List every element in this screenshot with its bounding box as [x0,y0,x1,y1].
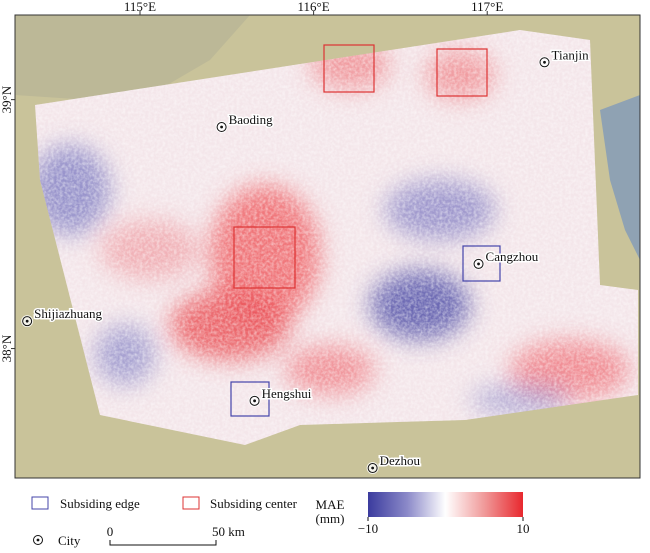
colorbar-label: −10 [358,521,378,536]
city-label: Baoding [229,112,274,127]
legend-city-symbol [36,538,40,542]
city-marker [249,395,260,406]
scale-label: 0 [107,524,114,539]
city-label: Shijiazhuang [34,306,102,321]
city-marker [22,316,33,327]
city-marker [473,258,484,269]
lon-label: 116°E [298,0,330,14]
scale-bar [109,540,217,546]
city-label: Dezhou [380,453,421,468]
boxes [230,44,501,417]
colorbar-label: 10 [517,521,530,536]
city-dot [477,262,480,266]
city-dot [371,466,375,470]
frame [14,14,641,479]
legend-label: Subsiding edge [60,496,140,511]
city-label: Tianjin [552,47,590,62]
center-box [323,44,375,93]
lon-label: 117°E [471,0,503,14]
map-area [15,15,640,478]
legend-label: City [58,533,81,548]
swath [35,30,638,445]
mountains [15,15,250,100]
city-label: Hengshui [262,386,312,401]
city-dot [220,125,223,129]
scale-label: 50 km [212,524,245,539]
colorbar [368,492,523,517]
legend-edge-swatch [31,496,49,510]
colorbar-title: MAE [316,497,345,512]
lat-label: 39°N [0,85,14,113]
legend-label: Subsiding center [210,496,298,511]
city-dot [253,399,256,403]
lon-label: 115°E [124,0,156,14]
edge-box [462,245,501,282]
city-marker [367,463,378,474]
city-marker [539,57,550,68]
sea [600,95,640,260]
city-dot [543,60,546,64]
colorbar-unit: (mm) [316,511,345,526]
city-label: Cangzhou [486,249,539,264]
center-box [436,48,488,97]
center-box [233,226,296,289]
legend-city-symbol [33,535,43,545]
city-marker [216,122,227,133]
legend-center-swatch [182,496,200,510]
city-dot [25,319,29,323]
lat-label: 38°N [0,334,14,362]
edge-box [230,381,270,417]
annotations: 115°E 116°E 117°E 39°N 38°N Tianjin Baoding Can… [0,0,591,546]
